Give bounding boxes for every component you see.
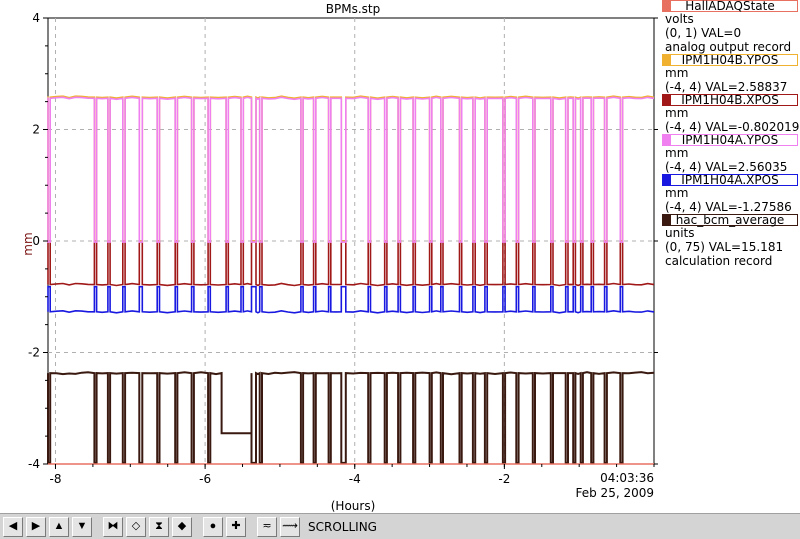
arrow-right-icon: ▶ xyxy=(31,520,41,532)
legend: HallADAQState volts (0, 1) VAL=0 analog out… xyxy=(658,0,800,480)
legend-color-bar xyxy=(663,55,671,65)
timestamp-time: 04:03:36 xyxy=(600,471,654,485)
legend-entry-ipm1h04b-ypos[interactable]: IPM1H04B.YPOS mm (-4, 4) VAL=2.58837 xyxy=(658,53,800,94)
y-tick-label: 2 xyxy=(32,123,40,137)
legend-swatch: IPM1H04A.YPOS xyxy=(662,133,798,147)
legend-color-bar xyxy=(663,175,671,185)
scroll-mode-button[interactable]: ⟿ xyxy=(280,516,300,537)
add-button[interactable]: ✚ xyxy=(226,516,246,537)
legend-unit: units xyxy=(665,226,695,240)
legend-swatch: IPM1H04B.YPOS xyxy=(662,53,798,67)
zoom-out-horizontal-button[interactable]: ◇ xyxy=(126,516,146,537)
legend-entry-ipm1h04a-xpos[interactable]: IPM1H04A.XPOS mm (-4, 4) VAL=-1.27586 xyxy=(658,173,800,214)
legend-range-val: (-4, 4) VAL=-0.802019 xyxy=(665,120,800,134)
x-tick-label: -4 xyxy=(349,472,361,486)
mode-label: SCROLLING xyxy=(308,519,377,534)
x-tick-label: -8 xyxy=(49,472,61,486)
legend-swatch: hac_bcm_average xyxy=(662,213,798,227)
zoom-out-vertical-icon: ◆ xyxy=(177,520,187,532)
axes-layer: -8 -6 -4 -2 -4 -2 0 2 4 xyxy=(28,11,658,486)
record-icon: ● xyxy=(209,520,217,532)
zoom-in-vertical-icon: ⧗ xyxy=(155,520,163,532)
legend-color-bar xyxy=(663,95,671,105)
legend-entry-hac-bcm-average[interactable]: hac_bcm_average units (0, 75) VAL=15.181 ca… xyxy=(658,213,800,268)
legend-unit: mm xyxy=(665,186,689,200)
legend-entry-ipm1h04b-xpos[interactable]: IPM1H04B.XPOS mm (-4, 4) VAL=-0.802019 xyxy=(658,93,800,134)
legend-color-bar xyxy=(663,1,671,11)
record-button[interactable]: ● xyxy=(203,516,223,537)
legend-range-val: (0, 75) VAL=15.181 xyxy=(665,240,784,254)
legend-unit: mm xyxy=(665,66,689,80)
legend-range-val: (-4, 4) VAL=-1.27586 xyxy=(665,200,792,214)
x-axis-label: (Hours) xyxy=(331,499,376,513)
arrow-right-button[interactable]: ▶ xyxy=(26,516,46,537)
zoom-in-vertical-button[interactable]: ⧗ xyxy=(149,516,169,537)
legend-desc: analog output record xyxy=(665,40,792,54)
legend-series-name: hac_bcm_average xyxy=(675,213,785,227)
x-tick-label: -6 xyxy=(199,472,211,486)
zoom-out-vertical-button[interactable]: ◆ xyxy=(172,516,192,537)
legend-swatch: IPM1H04B.XPOS xyxy=(662,93,798,107)
legend-range-val: (-4, 4) VAL=2.58837 xyxy=(665,80,788,94)
legend-series-name: IPM1H04B.YPOS xyxy=(681,53,779,67)
auto-scale-icon: ≂ xyxy=(262,520,272,532)
scroll-mode-icon: ⟿ xyxy=(282,520,298,532)
series-layer xyxy=(47,95,655,465)
arrow-up-icon: ▲ xyxy=(53,520,65,532)
legend-range-val: (-4, 4) VAL=2.56035 xyxy=(665,160,788,174)
legend-unit: mm xyxy=(665,106,689,120)
add-icon: ✚ xyxy=(231,520,241,532)
arrow-left-icon: ◀ xyxy=(8,520,18,532)
legend-unit: mm xyxy=(665,146,689,160)
x-tick-label: -2 xyxy=(498,472,510,486)
legend-range-val: (0, 1) VAL=0 xyxy=(665,26,742,40)
series-line-ipm1h04b-xpos xyxy=(47,240,655,287)
arrow-down-icon: ▼ xyxy=(76,520,88,532)
y-axis-label: mm xyxy=(21,232,35,255)
legend-swatch: IPM1H04A.XPOS xyxy=(662,173,798,187)
series-line-ipm1h04a-ypos xyxy=(47,96,655,243)
legend-unit: volts xyxy=(665,12,694,26)
legend-series-name: IPM1H04A.YPOS xyxy=(681,133,779,147)
legend-series-name: IPM1H04B.XPOS xyxy=(681,93,779,107)
zoom-in-horizontal-button[interactable]: ⧓ xyxy=(103,516,123,537)
y-tick-label: -4 xyxy=(28,457,40,471)
auto-scale-button[interactable]: ≂ xyxy=(257,516,277,537)
y-tick-label: 4 xyxy=(32,11,40,25)
arrow-down-button[interactable]: ▼ xyxy=(72,516,92,537)
legend-desc: calculation record xyxy=(665,254,773,268)
legend-color-bar xyxy=(663,215,671,225)
zoom-in-horizontal-icon: ⧓ xyxy=(107,520,119,532)
series-line-hac-bcm-average xyxy=(47,371,655,464)
chart-title: BPMs.stp xyxy=(326,2,380,16)
arrow-up-button[interactable]: ▲ xyxy=(49,516,69,537)
legend-swatch: HallADAQState xyxy=(662,0,798,13)
series-line-ipm1h04a-xpos xyxy=(47,285,655,314)
y-tick-label: 0 xyxy=(32,234,40,248)
y-tick-label: -2 xyxy=(28,346,40,360)
zoom-out-horizontal-icon: ◇ xyxy=(131,520,141,532)
legend-entry-ipm1h04a-ypos[interactable]: IPM1H04A.YPOS mm (-4, 4) VAL=2.56035 xyxy=(658,133,800,174)
legend-entry-halladaqstate[interactable]: HallADAQState volts (0, 1) VAL=0 analog out… xyxy=(658,0,800,54)
arrow-left-button[interactable]: ◀ xyxy=(3,516,23,537)
legend-series-name: IPM1H04A.XPOS xyxy=(681,173,779,187)
legend-color-bar xyxy=(663,135,671,145)
legend-series-name: HallADAQState xyxy=(685,0,775,13)
toolbar: ◀ ▶ ▲ ▼ ⧓ ◇ ⧗ ◆ ● ✚ ≂ ⟿ SCROLLING xyxy=(0,513,800,539)
timestamp-date: Feb 25, 2009 xyxy=(576,486,655,500)
strip-chart[interactable]: -8 -6 -4 -2 -4 -2 0 2 4 BPMs.stp (Hours) mm 04:0… xyxy=(0,0,658,513)
